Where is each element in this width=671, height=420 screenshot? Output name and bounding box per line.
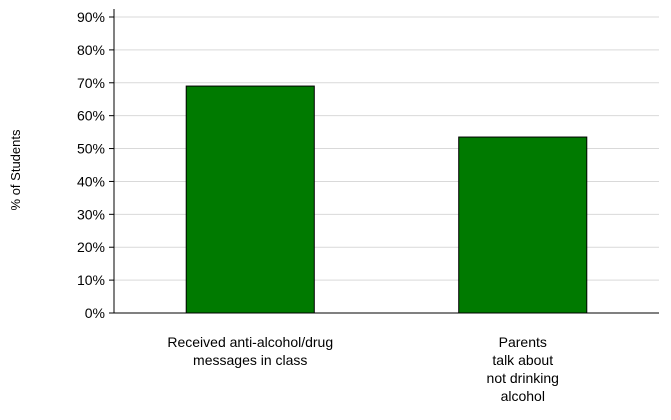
x-category-label-0: Received anti-alcohol/drug messages in cl… <box>167 334 333 368</box>
y-tick-label-80: 80% <box>77 42 105 58</box>
bar-0 <box>185 85 315 314</box>
x-category-labels: Received anti-alcohol/drug messages in cl… <box>167 334 559 404</box>
y-tick-label-70: 70% <box>77 75 105 91</box>
y-tick-label-20: 20% <box>77 239 105 255</box>
y-axis-label: % of Students <box>8 129 23 210</box>
x-category-label-1: Parents talk about not drinking alcohol <box>487 334 559 404</box>
y-tick-label-10: 10% <box>77 272 105 288</box>
y-tick-label-0: 0% <box>85 305 105 321</box>
y-tick-label-40: 40% <box>77 173 105 189</box>
y-tick-label-30: 30% <box>77 206 105 222</box>
bars <box>185 85 588 314</box>
y-tick-label-60: 60% <box>77 108 105 124</box>
y-tick-labels: 0% 10% 20% 30% 40% 50% 60% 70% 80% 90% <box>77 9 105 321</box>
bar-1 <box>458 136 588 314</box>
y-tick-label-50: 50% <box>77 141 105 157</box>
y-tick-label-90: 90% <box>77 9 105 25</box>
axes <box>109 9 659 314</box>
